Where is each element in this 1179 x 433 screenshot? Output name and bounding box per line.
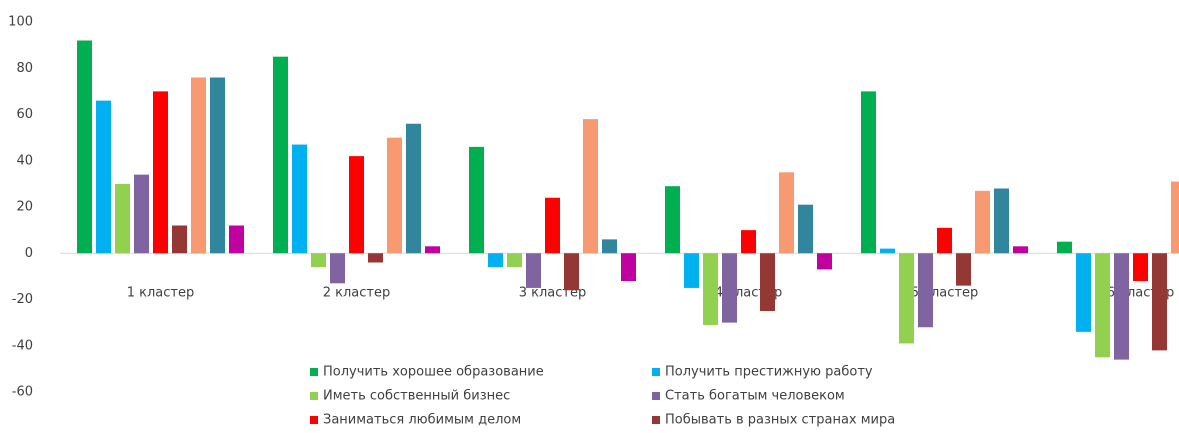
bar — [1171, 181, 1179, 254]
y-tick-label: -20 — [12, 292, 33, 307]
bar — [292, 144, 307, 254]
bar — [349, 156, 364, 254]
bar — [1013, 246, 1028, 254]
bar — [684, 253, 699, 288]
bar — [779, 172, 794, 254]
y-tick-label: 100 — [8, 15, 33, 30]
bar — [469, 146, 484, 254]
y-tick-label: 20 — [16, 200, 33, 215]
legend-swatch — [310, 416, 318, 424]
bar — [918, 253, 933, 328]
bar — [387, 137, 402, 254]
bar — [1057, 241, 1072, 254]
bar — [602, 239, 617, 254]
bar — [817, 253, 832, 270]
bar — [994, 188, 1009, 254]
bar — [621, 253, 636, 281]
bar — [191, 77, 206, 254]
bar — [330, 253, 345, 284]
y-tick-label: 60 — [16, 107, 33, 122]
legend-swatch — [310, 368, 318, 376]
y-tick-label: 40 — [16, 153, 33, 168]
bar — [406, 123, 421, 254]
legend-swatch — [652, 368, 660, 376]
legend-swatch — [652, 416, 660, 424]
legend-label: Иметь собственный бизнес — [323, 389, 510, 404]
x-tick-label: 2 кластер — [323, 286, 391, 301]
bar — [210, 77, 225, 254]
y-tick-label: -40 — [12, 338, 33, 353]
bar — [507, 253, 522, 268]
x-tick-label: 1 кластер — [127, 286, 195, 301]
bar — [703, 253, 718, 325]
y-tick-label: 80 — [16, 61, 33, 76]
legend-label: Получить престижную работу — [665, 365, 873, 380]
bar — [665, 186, 680, 254]
bar — [1076, 253, 1091, 332]
bar — [172, 225, 187, 254]
bar — [115, 183, 130, 254]
legend-swatch — [652, 392, 660, 400]
y-tick-label: -60 — [12, 385, 33, 400]
bar — [1152, 253, 1167, 351]
bar — [760, 253, 775, 312]
bar — [583, 119, 598, 254]
legend-label: Побывать в разных странах мира — [665, 413, 895, 428]
bar — [526, 253, 541, 288]
bar — [1133, 253, 1148, 281]
legend-swatch — [310, 392, 318, 400]
bar — [229, 225, 244, 254]
bar — [1114, 253, 1129, 360]
bar — [368, 253, 383, 263]
bar — [798, 204, 813, 254]
bar — [273, 56, 288, 254]
bar — [937, 227, 952, 254]
legend-label: Получить хорошее образование — [323, 365, 544, 380]
bar — [741, 230, 756, 254]
bar — [975, 190, 990, 254]
legend-label: Заниматься любимым делом — [323, 413, 521, 428]
bar — [956, 253, 971, 286]
bar — [1095, 253, 1110, 358]
y-tick-label: 0 — [25, 246, 33, 261]
legend-label: Стать богатым человеком — [665, 389, 845, 404]
bar — [77, 40, 92, 254]
bar — [134, 174, 149, 254]
bar — [153, 91, 168, 254]
bar — [899, 253, 914, 344]
bar — [96, 100, 111, 254]
bar — [545, 197, 560, 254]
bar — [880, 248, 895, 254]
bar — [425, 246, 440, 254]
bar — [722, 253, 737, 323]
bar — [861, 91, 876, 254]
bar — [311, 253, 326, 268]
bar — [564, 253, 579, 291]
bar — [488, 253, 503, 268]
